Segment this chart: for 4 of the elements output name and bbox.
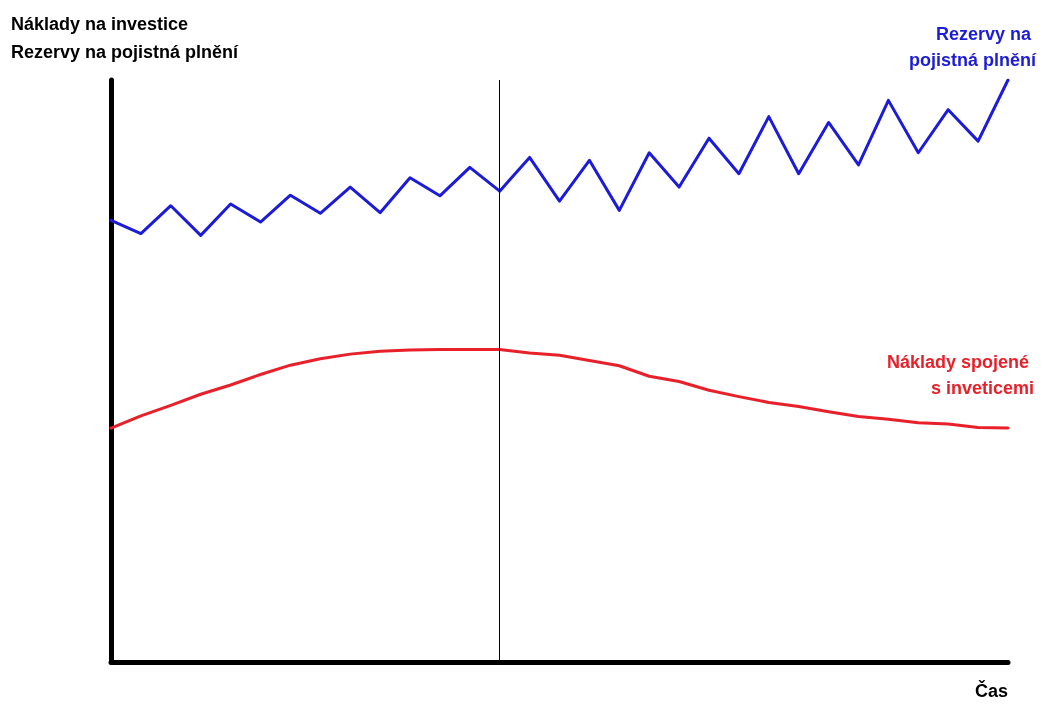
series-label: Náklady spojené s inveticemi <box>886 352 1034 399</box>
x-axis-title: Čas <box>974 680 1008 701</box>
series-label: Rezervy na pojistná plnění <box>908 24 1037 70</box>
y-axis-title: Náklady na investice Rezervy na pojistná plnění <box>11 14 240 62</box>
